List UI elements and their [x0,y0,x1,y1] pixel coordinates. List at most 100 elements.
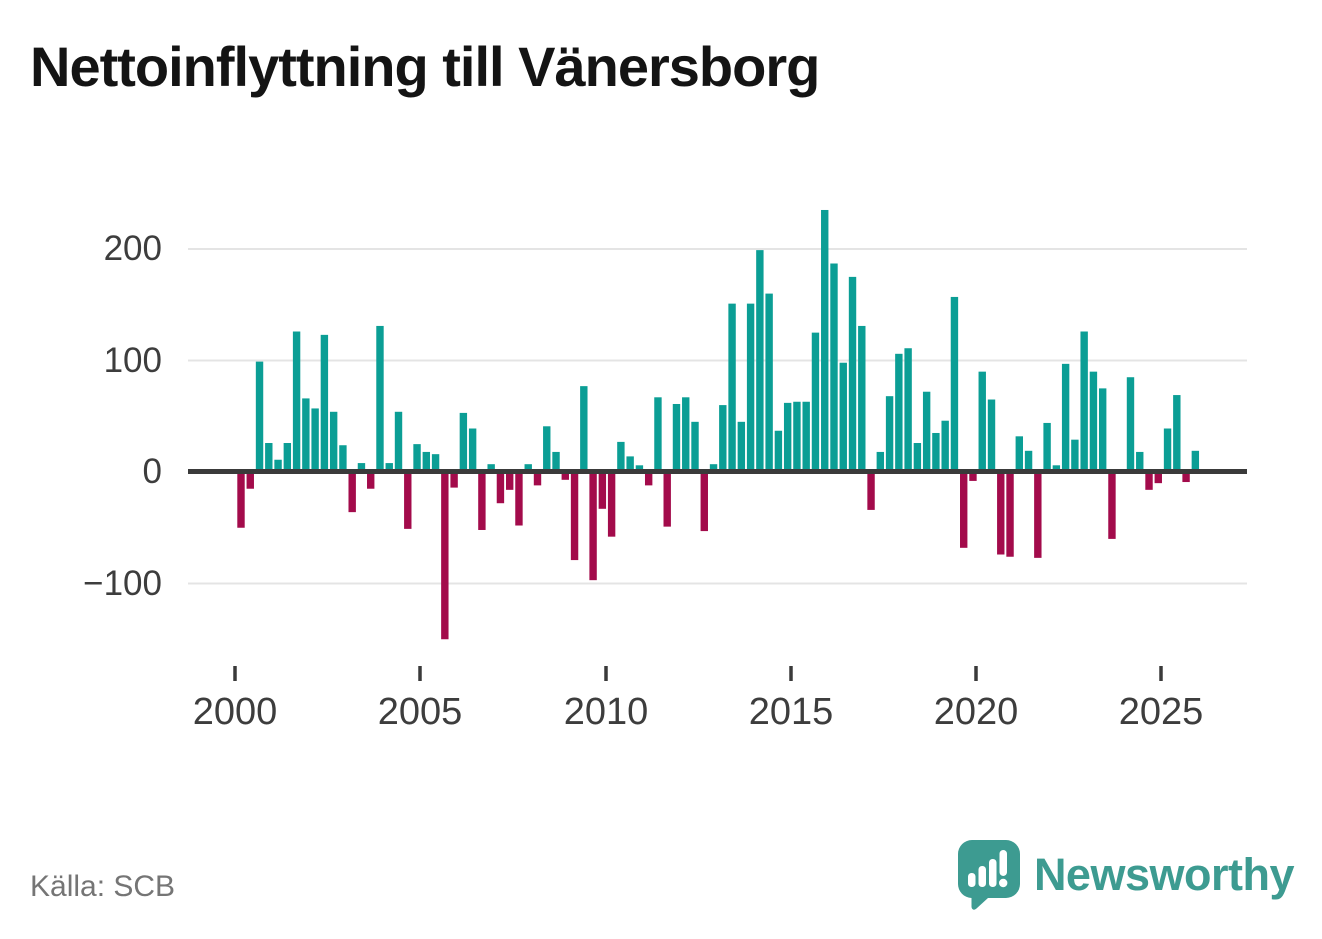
bar-q93 [1098,388,1107,473]
bar-q22 [441,472,449,640]
x-tick-label-2010: 2010 [563,691,649,733]
bar-q98 [1145,472,1153,490]
bar-q87 [1043,422,1051,472]
bar-q27 [487,464,495,472]
bar-q65 [839,362,847,472]
x-tick-label-2020: 2020 [933,691,1019,733]
bar-q4 [274,459,282,473]
bar-q63 [821,209,829,473]
bar-q69 [876,451,885,472]
newsworthy-brand: Newsworthy [957,840,1295,910]
bar-q30 [515,472,523,526]
bar-q28 [496,472,505,504]
bar-q92 [1089,371,1098,472]
bar-q62 [811,332,820,473]
source-note: Källa: SCB [30,870,176,903]
chart-title: Nettoinflyttning till Vänersborg [30,35,820,98]
bar-q80 [978,371,986,472]
bar-q0 [237,472,245,528]
bar-q94 [1108,472,1116,539]
bar-q81 [987,399,996,472]
bar-q15 [376,325,384,472]
y-tick-label-100: 100 [103,341,162,380]
bar-q103 [1191,450,1200,472]
bar-q42 [626,456,634,472]
bar-q26 [478,472,486,530]
bar-q82 [997,472,1005,555]
bar-q61 [802,401,810,472]
bar-q47 [672,403,681,473]
bar-q70 [885,396,894,472]
bar-q56 [756,250,764,472]
bar-q90 [1071,439,1079,473]
bar-q2 [255,361,264,473]
bar-q7 [302,398,310,472]
bar-q44 [644,472,653,486]
bar-q17 [394,411,403,472]
bar-q33 [543,426,551,472]
bar-q21 [431,454,440,472]
bar-q55 [746,303,755,472]
bar-q73 [913,443,922,472]
bar-q20 [422,451,431,472]
bar-q11 [339,445,347,472]
y-tick-label-neg100: −100 [83,564,162,603]
bar-q25 [468,428,477,472]
bar-q96 [1126,377,1135,473]
bar-q64 [830,263,838,472]
bar-q84 [1015,436,1023,472]
newsworthy-logo-icon [957,840,1020,910]
bar-q40 [607,472,616,537]
bar-q57 [765,293,773,472]
bar-q101 [1173,395,1181,472]
bar-q37 [580,386,588,472]
bar-q9 [320,334,329,473]
bar-q12 [348,472,356,513]
bar-q99 [1154,472,1162,484]
bar-q89 [1061,363,1070,473]
bar-q16 [385,463,393,472]
bar-q13 [357,463,366,472]
bar-q32 [533,472,542,486]
bar-q6 [292,331,301,472]
x-tick-label-2000: 2000 [192,691,278,733]
bar-q78 [960,472,968,548]
bar-q53 [728,303,736,472]
bar-q54 [737,421,746,472]
bar-q88 [1052,465,1061,472]
y-tick-label-200: 200 [103,229,162,268]
bar-q8 [311,408,319,472]
bar-q68 [867,472,875,510]
bar-q100 [1163,428,1172,472]
bar-q18 [404,472,412,529]
bar-q59 [783,402,792,472]
bar-q71 [895,353,903,472]
bar-q45 [654,397,662,472]
bar-q3 [265,443,273,472]
bar-q5 [283,443,292,472]
bar-q41 [617,441,625,472]
bar-q10 [329,411,338,472]
bar-q39 [598,472,607,509]
bar-q24 [459,412,468,472]
bar-q1 [246,472,254,489]
bar-q34 [552,451,560,472]
bar-q86 [1034,472,1042,558]
bar-q85 [1024,450,1033,472]
bar-q14 [367,472,375,489]
bar-q46 [663,472,671,527]
bar-q102 [1182,472,1190,483]
bar-q38 [589,472,597,581]
bar-q74 [922,391,931,472]
bar-q66 [848,276,857,473]
bar-q35 [561,472,569,480]
bar-q79 [969,472,977,481]
bar-q77 [950,296,959,472]
bar-q29 [506,472,514,490]
bar-q75 [932,432,940,472]
newsworthy-wordmark: Newsworthy [1033,849,1295,900]
x-tick-label-2025: 2025 [1118,691,1204,733]
bar-q49 [691,421,699,472]
bar-q76 [941,420,949,472]
